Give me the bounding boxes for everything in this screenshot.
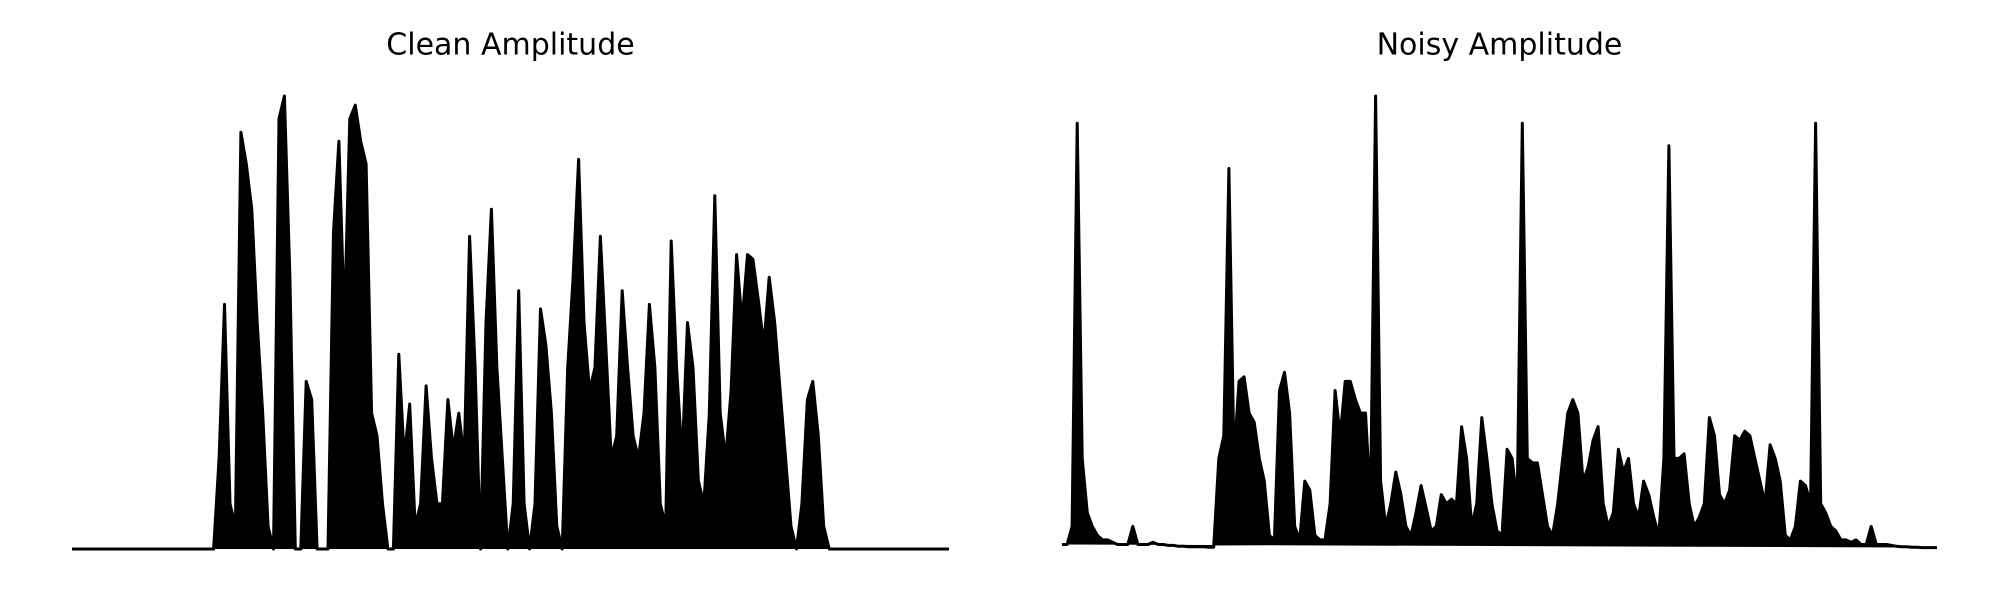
amplitude-trace (1062, 94, 1937, 550)
chart-title: Clean Amplitude (386, 28, 634, 63)
amplitude-trace (72, 94, 949, 551)
chart-title: Noisy Amplitude (1377, 28, 1623, 63)
